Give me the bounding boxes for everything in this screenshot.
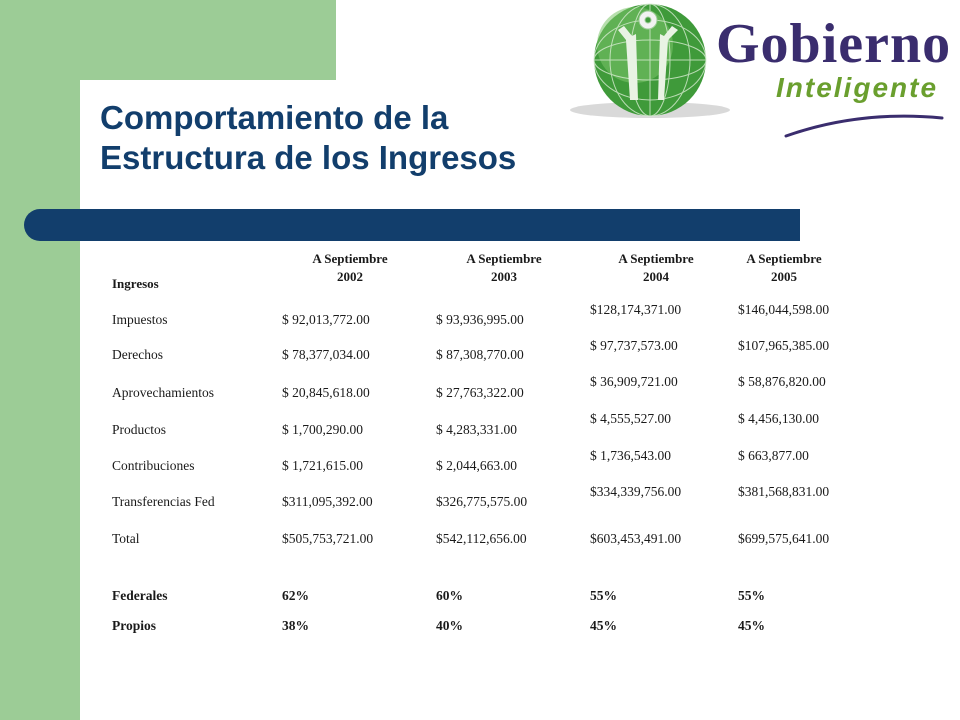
column-header-label: A Septiembre — [618, 251, 694, 266]
row-label-derechos: Derechos — [112, 347, 163, 362]
table-cell: 55% — [738, 588, 765, 603]
table-cell: 62% — [282, 588, 309, 603]
table-cell: $ 58,876,820.00 — [738, 374, 826, 389]
table-cell: $ 36,909,721.00 — [590, 374, 678, 389]
row-header-ingresos: Ingresos — [112, 276, 159, 291]
title-line-1: Comportamiento de la — [100, 99, 449, 136]
table-cell: $334,339,756.00 — [590, 484, 682, 499]
column-header-label: A Septiembre — [746, 251, 822, 266]
table-cell: $ 87,308,770.00 — [436, 347, 524, 362]
table-cell: $ 92,013,772.00 — [282, 312, 370, 327]
column-header-year: 2002 — [337, 269, 363, 284]
table-cell: $326,775,575.00 — [436, 494, 528, 509]
column-header-2003: A Septiembre 2003 — [440, 250, 568, 286]
table-cell: $146,044,598.00 — [738, 302, 830, 317]
table-cell: $ 2,044,663.00 — [436, 458, 517, 473]
table-cell: $ 20,845,618.00 — [282, 385, 370, 400]
table-cell: 45% — [590, 618, 617, 633]
table-cell: $ 1,721,615.00 — [282, 458, 363, 473]
globe-logo-icon — [570, 3, 944, 138]
table-cell: $603,453,491.00 — [590, 531, 682, 546]
left-green-band — [0, 0, 80, 720]
table-cell: $107,965,385.00 — [738, 338, 830, 353]
row-label-propios: Propios — [112, 618, 157, 633]
row-label-transferencias-fed: Transferencias Fed — [112, 494, 215, 509]
column-header-year: 2004 — [643, 269, 669, 284]
table-cell: $ 27,763,322.00 — [436, 385, 524, 400]
row-label-federales: Federales — [112, 588, 168, 603]
table-cell: $ 97,737,573.00 — [590, 338, 678, 353]
column-header-label: A Septiembre — [466, 251, 542, 266]
table-cell: $ 1,700,290.00 — [282, 422, 363, 437]
logo-word-gobierno: Gobierno — [716, 13, 952, 75]
table-cell: $311,095,392.00 — [282, 494, 373, 509]
table-cell: 45% — [738, 618, 765, 633]
column-header-2004: A Septiembre 2004 — [592, 250, 720, 286]
table-cell: 60% — [436, 588, 463, 603]
table-cell: 55% — [590, 588, 617, 603]
table-cell: $ 4,555,527.00 — [590, 411, 671, 426]
table-cell: $ 663,877.00 — [738, 448, 809, 463]
table-cell: $381,568,831.00 — [738, 484, 830, 499]
top-green-band — [80, 0, 336, 80]
table-cell: $ 78,377,034.00 — [282, 347, 370, 362]
row-label-aprovechamientos: Aprovechamientos — [112, 385, 214, 400]
table-cell: $542,112,656.00 — [436, 531, 527, 546]
table-cell: $ 1,736,543.00 — [590, 448, 671, 463]
table-cell: $ 93,936,995.00 — [436, 312, 524, 327]
title-divider-bar — [24, 209, 800, 241]
row-label-contribuciones: Contribuciones — [112, 458, 195, 473]
column-header-year: 2005 — [771, 269, 797, 284]
table-cell: $ 4,456,130.00 — [738, 411, 819, 426]
table-cell: $ 4,283,331.00 — [436, 422, 517, 437]
table-cell: 38% — [282, 618, 309, 633]
table-cell: $505,753,721.00 — [282, 531, 374, 546]
table-cell: $699,575,641.00 — [738, 531, 830, 546]
column-header-2002: A Septiembre 2002 — [286, 250, 414, 286]
title-line-2: Estructura de los Ingresos — [100, 139, 517, 176]
row-label-impuestos: Impuestos — [112, 312, 168, 327]
column-header-label: A Septiembre — [312, 251, 388, 266]
column-header-2005: A Septiembre 2005 — [720, 250, 848, 286]
table-cell: $128,174,371.00 — [590, 302, 682, 317]
row-label-total: Total — [112, 531, 140, 546]
column-header-year: 2003 — [491, 269, 517, 284]
logo-word-inteligente: Inteligente — [776, 72, 939, 103]
row-label-productos: Productos — [112, 422, 166, 437]
page-title: Comportamiento de la Estructura de los I… — [100, 98, 516, 178]
table-cell: 40% — [436, 618, 463, 633]
